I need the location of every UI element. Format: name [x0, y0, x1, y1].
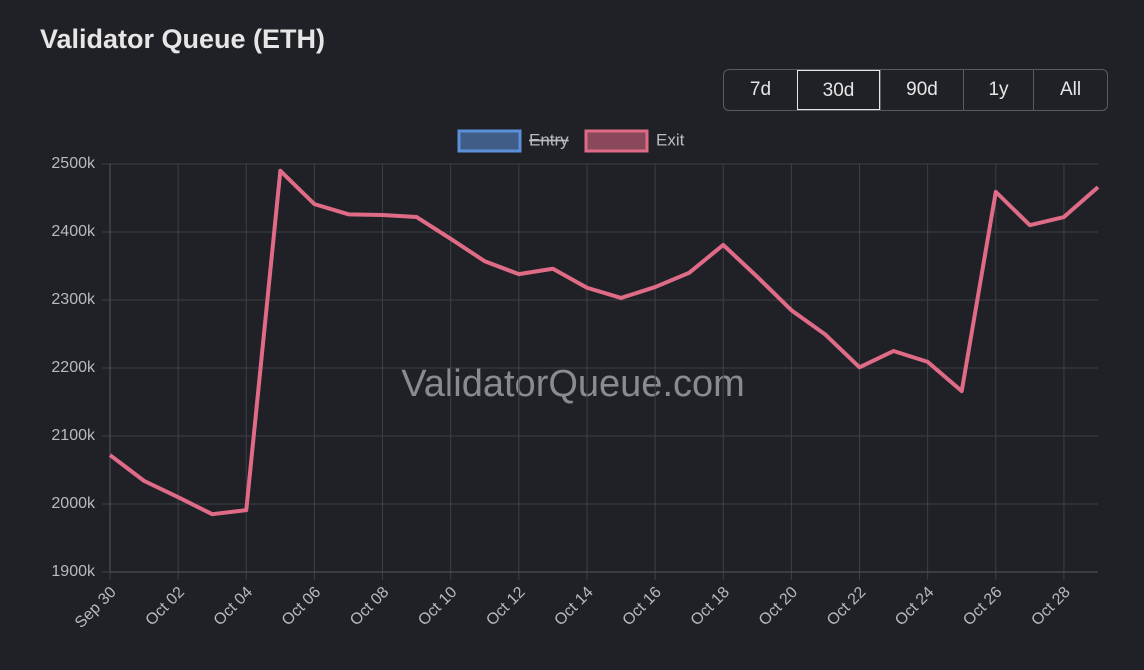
legend-swatch — [457, 129, 522, 153]
x-tick-label: Oct 06 — [279, 584, 324, 629]
x-tick-label: Oct 08 — [347, 584, 392, 629]
y-tick-label: 2000k — [51, 495, 96, 512]
legend-item[interactable]: Exit — [584, 129, 685, 153]
legend-label: Exit — [656, 130, 685, 149]
x-tick-label: Oct 18 — [688, 584, 733, 629]
y-tick-label: 2400k — [51, 223, 96, 240]
x-tick-label: Oct 24 — [892, 584, 937, 629]
y-tick-label: 2100k — [51, 427, 96, 444]
x-tick-label: Oct 04 — [211, 584, 256, 629]
legend-item[interactable]: Entry — [457, 129, 569, 153]
data-line — [108, 168, 1100, 517]
range-button[interactable]: 90d — [880, 70, 963, 110]
page-title: Validator Queue (ETH) — [40, 24, 326, 54]
range-button[interactable]: 30d — [797, 70, 880, 110]
x-tick-label: Oct 22 — [824, 584, 869, 629]
y-tick-label: 2500k — [51, 155, 96, 172]
x-tick-label: Oct 12 — [483, 584, 528, 629]
x-tick-label: Oct 26 — [960, 584, 1005, 629]
y-tick-label: 2200k — [51, 359, 96, 376]
x-tick-label: Oct 20 — [756, 584, 801, 629]
legend-swatch — [584, 129, 649, 153]
x-tick-label: Oct 10 — [415, 584, 460, 629]
y-tick-label: 2300k — [51, 291, 96, 308]
range-button[interactable]: All — [1033, 70, 1107, 110]
legend-label: Entry — [529, 130, 569, 149]
x-tick-label: Sep 30 — [72, 584, 120, 632]
x-tick-label: Oct 28 — [1028, 584, 1073, 629]
range-button[interactable]: 1y — [963, 70, 1033, 110]
x-tick-label: Oct 02 — [143, 584, 188, 629]
watermark: ValidatorQueue.com — [401, 363, 745, 405]
range-selector: 7d 30d 90d 1y All — [723, 69, 1108, 111]
x-tick-label: Oct 16 — [620, 584, 665, 629]
x-tick-label: Oct 14 — [551, 584, 596, 629]
range-button[interactable]: 7d — [749, 79, 772, 100]
y-tick-label: 1900k — [51, 563, 96, 580]
